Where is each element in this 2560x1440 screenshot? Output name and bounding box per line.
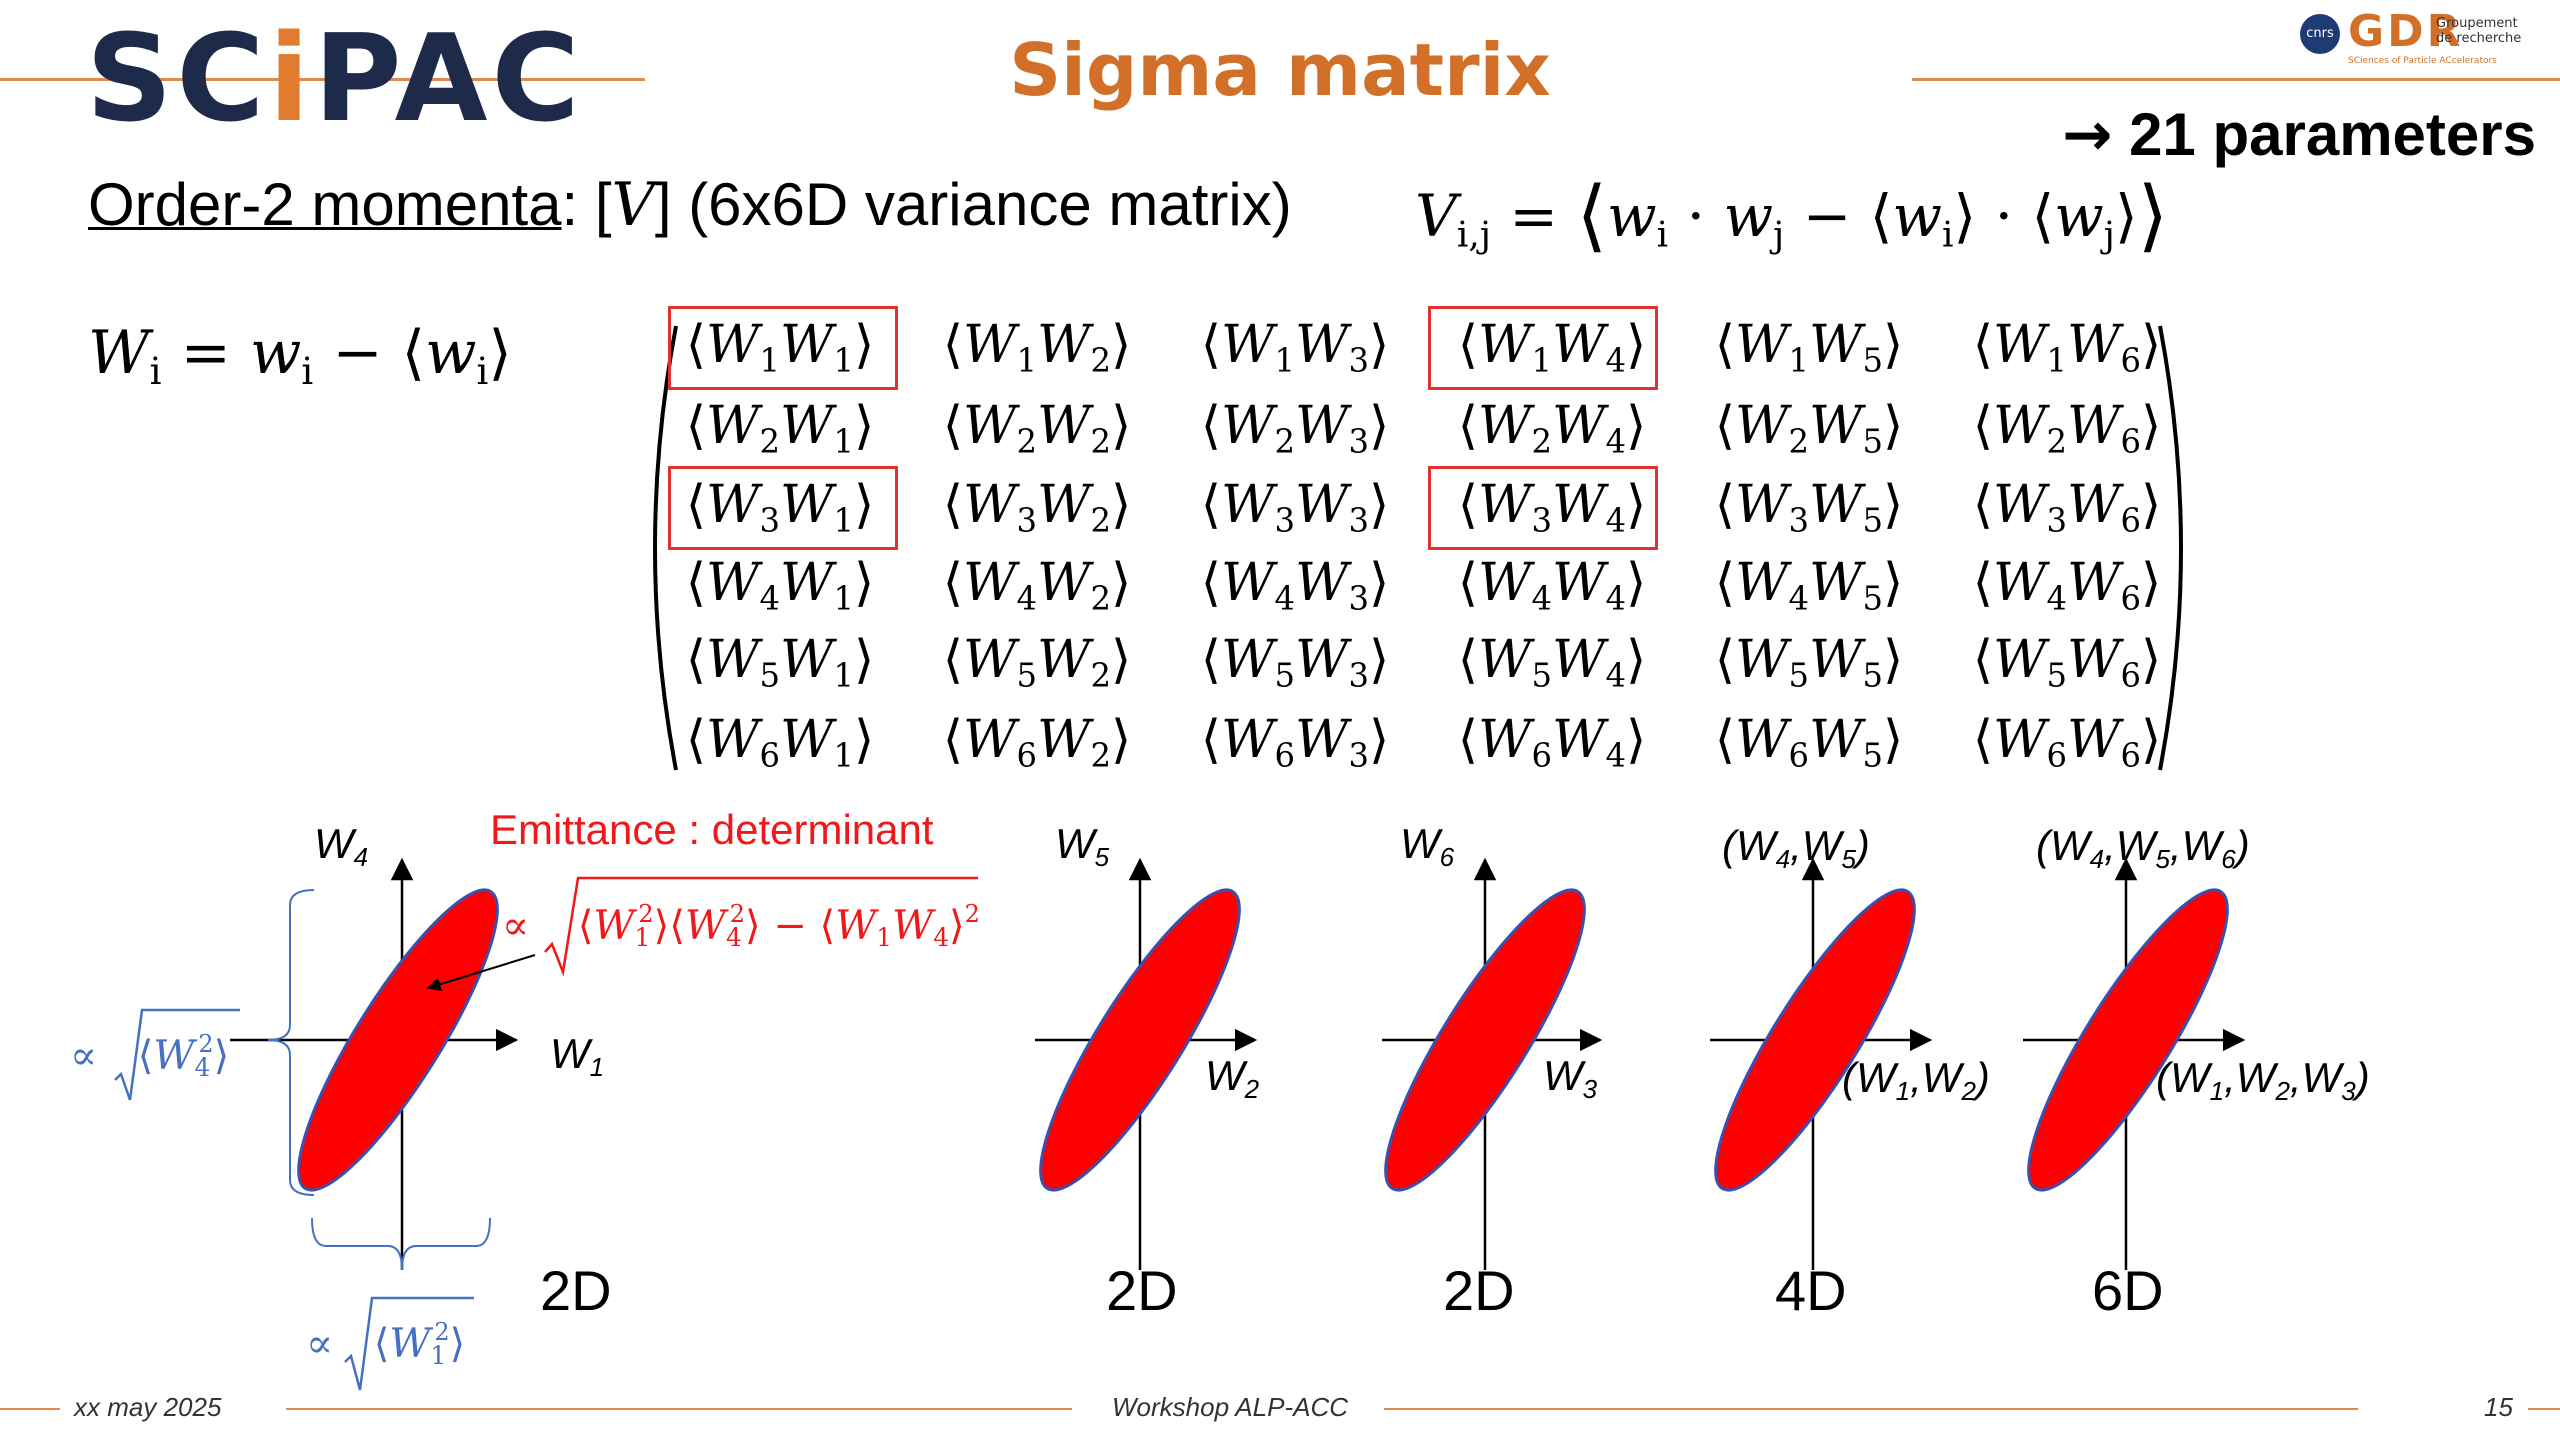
matrix-cell-w1w3: ⟨W1W3⟩ xyxy=(1200,315,1390,380)
matrix-cell-w3w6: ⟨W3W6⟩ xyxy=(1972,475,2162,540)
matrix-cell-w2w6: ⟨W2W6⟩ xyxy=(1972,396,2162,461)
emittance-formula: ∝ ⟨W12⟩⟨W42⟩ − ⟨W1W4⟩2 xyxy=(502,900,980,953)
matrix-cell-w3w5: ⟨W3W5⟩ xyxy=(1714,475,1904,540)
highlight-box-w3w1 xyxy=(668,466,898,550)
matrix-cell-w3w4: ⟨W3W4⟩ xyxy=(1457,475,1647,540)
plot-1-y-label: W4 xyxy=(314,820,369,872)
matrix-cell-w2w3: ⟨W2W3⟩ xyxy=(1200,396,1390,461)
matrix-cell-w1w6: ⟨W1W6⟩ xyxy=(1972,315,2162,380)
matrix-cell-w1w2: ⟨W1W2⟩ xyxy=(942,315,1132,380)
plot-1-vertical-bracket xyxy=(267,889,315,1196)
footer-rule-middle-right xyxy=(1384,1408,2358,1410)
footer-event: Workshop ALP-ACC xyxy=(1112,1392,1348,1422)
matrix-cell-w5w4: ⟨W5W4⟩ xyxy=(1457,630,1647,695)
matrix-cell-w2w1: ⟨W2W1⟩ xyxy=(685,396,875,461)
footer-page-number: 15 xyxy=(2484,1392,2513,1422)
matrix-cell-w6w3: ⟨W6W3⟩ xyxy=(1200,710,1390,775)
header-rule-left xyxy=(0,78,645,81)
matrix-cell-w1w4: ⟨W1W4⟩ xyxy=(1457,315,1647,380)
matrix-right-parenthesis xyxy=(2158,325,2183,771)
plot-3-w3-w6 xyxy=(1382,857,1603,1270)
footer-date: xx may 2025 xyxy=(74,1392,222,1422)
matrix-cell-w6w4: ⟨W6W4⟩ xyxy=(1457,710,1647,775)
matrix-cell-w3w3: ⟨W3W3⟩ xyxy=(1200,475,1390,540)
rms-w4-label: ∝ ⟨W42⟩ xyxy=(70,1030,230,1083)
matrix-cell-w4w1: ⟨W4W1⟩ xyxy=(685,553,875,618)
plot-1-ellipse xyxy=(297,888,499,1192)
matrix-cell-w5w1: ⟨W5W1⟩ xyxy=(685,630,875,695)
matrix-cell-w5w2: ⟨W5W2⟩ xyxy=(942,630,1132,695)
matrix-cell-w4w2: ⟨W4W2⟩ xyxy=(942,553,1132,618)
matrix-cell-w5w5: ⟨W5W5⟩ xyxy=(1714,630,1904,695)
gdr-logo: cnrs GDR Groupement de recherche SCiences… xyxy=(2300,6,2540,72)
matrix-cell-w1w5: ⟨W1W5⟩ xyxy=(1714,315,1904,380)
footer-rule-left xyxy=(0,1408,60,1410)
variance-definition-formula: Vi,j = ⟨wi · wj − ⟨wi⟩ · ⟨wj⟩⟩ xyxy=(1415,170,2169,261)
plot-1-w1-w4 xyxy=(230,857,536,1271)
gdr-logo-text: GDR xyxy=(2348,6,2464,57)
plot-2-w2-w5 xyxy=(1035,857,1258,1270)
sqrt-w1 xyxy=(344,1296,474,1391)
matrix-cell-w1w1: ⟨W1W1⟩ xyxy=(685,315,875,380)
order2-momenta-line: Order-2 momenta: [V] (6x6D variance matr… xyxy=(88,170,1292,240)
plot-5-dim-label: 6D xyxy=(2092,1259,2164,1322)
right-arrow-icon: → xyxy=(2062,100,2113,170)
matrix-cell-w4w3: ⟨W4W3⟩ xyxy=(1200,553,1390,618)
plot-1-x-label: W1 xyxy=(550,1030,605,1082)
plot-5-x-label: (W1,W2,W3) xyxy=(2156,1054,2370,1106)
highlight-box-w1w1 xyxy=(668,306,898,390)
plot-4-y-label: (W4,W5) xyxy=(1722,822,1870,874)
plot-1-dim-label: 2D xyxy=(540,1259,612,1322)
matrix-cell-w2w5: ⟨W2W5⟩ xyxy=(1714,396,1904,461)
emittance-pointer-arrow xyxy=(426,954,536,991)
plot-5-6d xyxy=(2023,857,2246,1270)
matrix-cell-w4w5: ⟨W4W5⟩ xyxy=(1714,553,1904,618)
plot-4-dim-label: 4D xyxy=(1775,1259,1847,1322)
plot-2-x-label: W2 xyxy=(1205,1052,1260,1104)
matrix-cell-w6w1: ⟨W6W1⟩ xyxy=(685,710,875,775)
order2-momenta-heading: Order-2 momenta xyxy=(88,171,562,238)
sqrt-emittance xyxy=(544,876,978,977)
matrix-cell-w2w4: ⟨W2W4⟩ xyxy=(1457,396,1647,461)
matrix-cell-w6w2: ⟨W6W2⟩ xyxy=(942,710,1132,775)
header-rule-right xyxy=(1912,78,2560,81)
plot-3-x-label: W3 xyxy=(1543,1052,1598,1104)
scipac-logo: SCiPAC xyxy=(86,10,584,149)
plot-2-y-label: W5 xyxy=(1055,820,1110,872)
plot-4-4d xyxy=(1710,857,1933,1270)
highlight-box-w1w4 xyxy=(1428,306,1658,390)
matrix-left-parenthesis xyxy=(653,325,678,771)
matrix-cell-w5w3: ⟨W5W3⟩ xyxy=(1200,630,1390,695)
matrix-cell-w4w4: ⟨W4W4⟩ xyxy=(1457,553,1647,618)
footer-rule-middle-left xyxy=(286,1408,1072,1410)
plot-3-y-label: W6 xyxy=(1400,820,1455,872)
parameter-count-note: → 21 parameters xyxy=(2062,100,2536,170)
emittance-label: Emittance : determinant xyxy=(490,806,934,853)
matrix-cell-w6w6: ⟨W6W6⟩ xyxy=(1972,710,2162,775)
sqrt-w4 xyxy=(114,1008,240,1101)
plot-3-dim-label: 2D xyxy=(1443,1259,1515,1322)
centered-coordinate-formula: Wi = wi − ⟨wi⟩ xyxy=(88,318,512,394)
plot-5-y-label: (W4,W5,W6) xyxy=(2036,822,2250,874)
matrix-cell-w3w1: ⟨W3W1⟩ xyxy=(685,475,875,540)
matrix-cell-w6w5: ⟨W6W5⟩ xyxy=(1714,710,1904,775)
footer-rule-right xyxy=(2528,1408,2560,1410)
matrix-cell-w4w6: ⟨W4W6⟩ xyxy=(1972,553,2162,618)
plot-2-dim-label: 2D xyxy=(1106,1259,1178,1322)
plot-4-x-label: (W1,W2) xyxy=(1842,1054,1990,1106)
gdr-logo-caption: Groupement de recherche xyxy=(2436,16,2522,46)
plot-1-horizontal-bracket xyxy=(311,1217,491,1271)
rms-w1-label: ∝ ⟨W12⟩ xyxy=(306,1318,466,1371)
slide-title: Sigma matrix xyxy=(1009,28,1551,112)
gdr-logo-subtitle: SCiences of Particle ACcelerators xyxy=(2348,56,2497,66)
highlight-box-w3w4 xyxy=(1428,466,1658,550)
matrix-cell-w5w6: ⟨W5W6⟩ xyxy=(1972,630,2162,695)
cnrs-logo-icon: cnrs xyxy=(2300,14,2340,54)
matrix-cell-w2w2: ⟨W2W2⟩ xyxy=(942,396,1132,461)
matrix-cell-w3w2: ⟨W3W2⟩ xyxy=(942,475,1132,540)
